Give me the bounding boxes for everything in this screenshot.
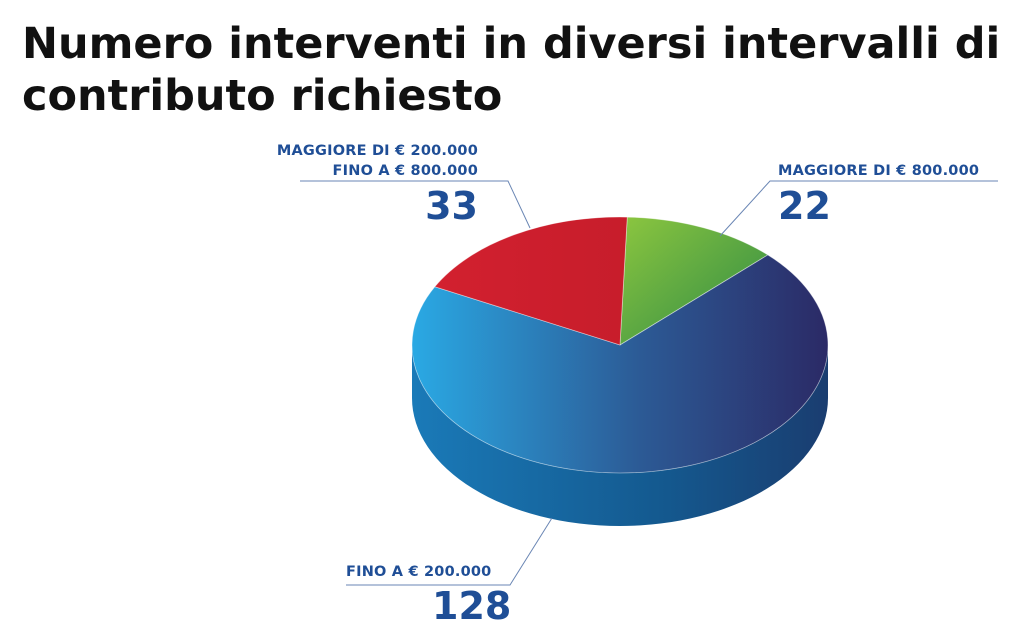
pie-slice-high-range <box>619 216 769 346</box>
slice-label-mid-range-line-1: MAGGIORE DI € 200.000 <box>276 143 478 159</box>
slice-label-high-range: MAGGIORE DI € 800.000 <box>778 163 980 179</box>
slice-value-mid-range: 33 <box>425 184 478 228</box>
leader-line-mid-range <box>300 180 531 229</box>
pie-side-wall <box>412 345 828 526</box>
pie-slice-mid-range <box>434 216 628 346</box>
chart-title: Numero interventi in diversi intervalli … <box>22 18 1012 122</box>
leader-line-low-range <box>346 517 553 586</box>
slice-value-high-range: 22 <box>778 184 831 228</box>
slice-label-mid-range-line-2: FINO A € 800.000 <box>332 163 478 179</box>
slice-label-mid-range: MAGGIORE DI € 200.000 FINO A € 800.000 <box>200 141 478 181</box>
slice-label-low-range: FINO A € 200.000 <box>346 564 492 580</box>
leader-line-high-range <box>719 180 998 237</box>
chart-title-line-1: Numero interventi in diversi intervalli … <box>22 19 1001 69</box>
slice-value-low-range: 128 <box>432 584 512 628</box>
pie-slice-low-range <box>411 254 829 474</box>
chart-title-line-2: contributo richiesto <box>22 71 503 121</box>
